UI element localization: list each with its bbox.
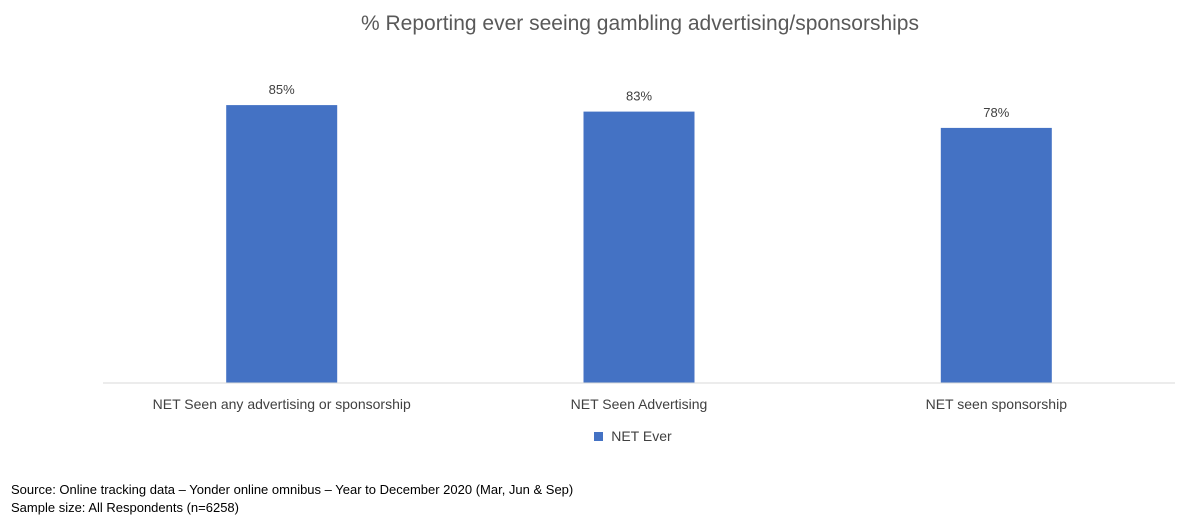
data-label-2: 83%	[626, 89, 652, 104]
sample-size-note: Sample size: All Respondents (n=6258)	[11, 500, 239, 515]
category-label-1: NET Seen any advertising or sponsorship	[153, 396, 411, 412]
category-label-2: NET Seen Advertising	[571, 396, 708, 412]
legend-swatch	[594, 432, 604, 441]
bar-3	[940, 127, 1052, 384]
footnotes: Source: Online tracking data – Yonder on…	[11, 481, 573, 517]
bars-layer: 85% NET Seen any advertising or sponsorsh…	[153, 82, 1068, 412]
bar-2	[583, 111, 695, 383]
legend: NET Ever	[0, 428, 1192, 444]
bar-chart: 85% NET Seen any advertising or sponsorsh…	[103, 82, 1175, 412]
source-note: Source: Online tracking data – Yonder on…	[11, 482, 574, 497]
chart-title: % Reporting ever seeing gambling adverti…	[361, 12, 919, 35]
data-label-3: 78%	[983, 105, 1009, 120]
category-label-3: NET seen sponsorship	[926, 396, 1068, 412]
legend-label: NET Ever	[611, 428, 672, 444]
bar-1	[226, 105, 338, 383]
data-label-1: 85%	[269, 82, 295, 97]
